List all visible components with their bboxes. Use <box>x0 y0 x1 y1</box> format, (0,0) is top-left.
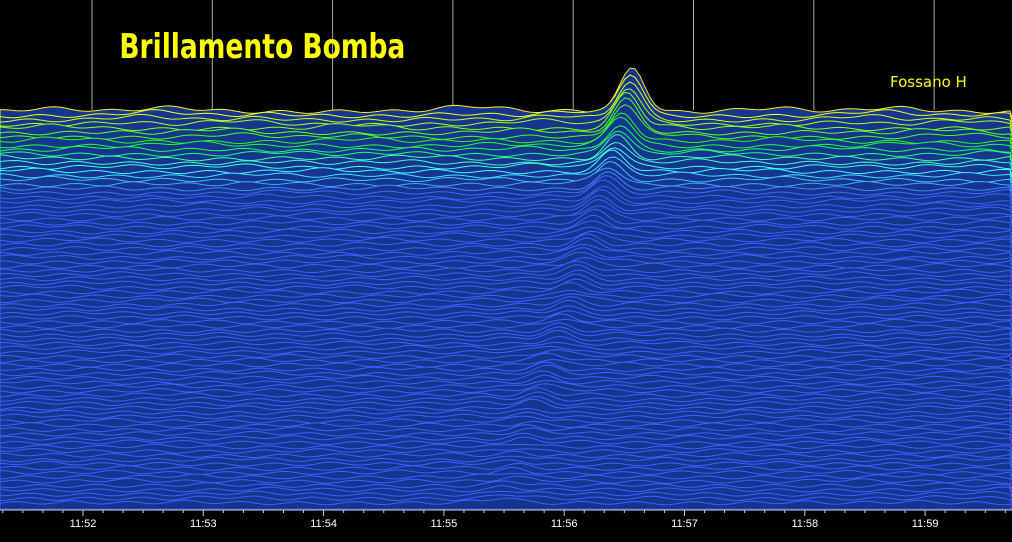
waterfall-trace <box>0 247 1012 265</box>
waterfall-trace <box>0 226 1012 244</box>
waterfall-trace <box>0 322 1012 338</box>
waterfall-trace <box>0 326 1012 343</box>
waterfall-trace <box>0 194 1012 218</box>
waterfall-trace <box>0 88 1012 132</box>
waterfall-trace <box>0 374 1012 390</box>
waterfall-trace <box>0 264 1012 282</box>
waterfall-trace <box>0 134 1012 166</box>
waterfall-trace <box>0 310 1012 325</box>
waterfall-trace <box>0 278 1012 295</box>
x-tick-label: 11:52 <box>70 518 97 530</box>
waterfall-trace <box>0 237 1012 257</box>
x-tick-label: 11:54 <box>310 518 337 530</box>
waterfall-trace <box>0 175 1012 201</box>
waterfall-trace <box>0 141 1012 171</box>
waterfall-trace <box>0 436 1012 450</box>
waterfall-trace <box>0 220 1012 239</box>
waterfall-trace <box>0 380 1012 394</box>
x-tick-label: 11:59 <box>912 518 939 530</box>
waterfall-trace <box>0 411 1012 424</box>
waterfall-trace <box>0 281 1012 300</box>
x-tick-label: 11:56 <box>551 518 578 530</box>
x-tick-label: 11:57 <box>671 518 698 530</box>
waterfall-trace <box>0 329 1012 347</box>
waterfall-trace <box>0 149 1012 179</box>
waterfall-trace <box>0 214 1012 235</box>
waterfall-trace <box>0 97 1012 140</box>
waterfall-trace <box>0 185 1012 209</box>
station-label: Fossano H <box>890 73 967 91</box>
x-tick-label: 11:55 <box>431 518 458 530</box>
waterfall-trace <box>0 160 1012 188</box>
waterfall-trace <box>0 167 1012 192</box>
waterfall-trace <box>0 74 1012 123</box>
time-axis: 11:52 11:53 11:54 11:55 11:56 11:57 11:58 11:59 <box>0 509 1012 530</box>
waterfall-trace <box>0 269 1012 287</box>
waterfall-trace <box>0 104 1012 145</box>
waterfall <box>0 67 1012 510</box>
waterfall-trace <box>0 179 1012 205</box>
waterfall-trace <box>0 67 1012 119</box>
x-tick-label: 11:53 <box>190 518 217 530</box>
waterfall-trace <box>0 156 1012 183</box>
waterfall-trace <box>0 497 1012 510</box>
waterfall-trace <box>0 296 1012 312</box>
waterfall-trace <box>0 352 1012 368</box>
time-guides <box>91 0 935 110</box>
waterfall-trace <box>0 125 1012 158</box>
waterfall-trace <box>0 199 1012 222</box>
waterfall-trace <box>0 345 1012 360</box>
waterfall-trace <box>0 260 1012 278</box>
waterfall-trace <box>0 147 1012 175</box>
waterfall-trace <box>0 370 1012 386</box>
chart-title: Brillamento Bomba <box>119 28 405 67</box>
waterfall-trace <box>0 318 1012 334</box>
waterfall-trace <box>0 299 1012 317</box>
x-tick-label: 11:58 <box>791 518 818 530</box>
